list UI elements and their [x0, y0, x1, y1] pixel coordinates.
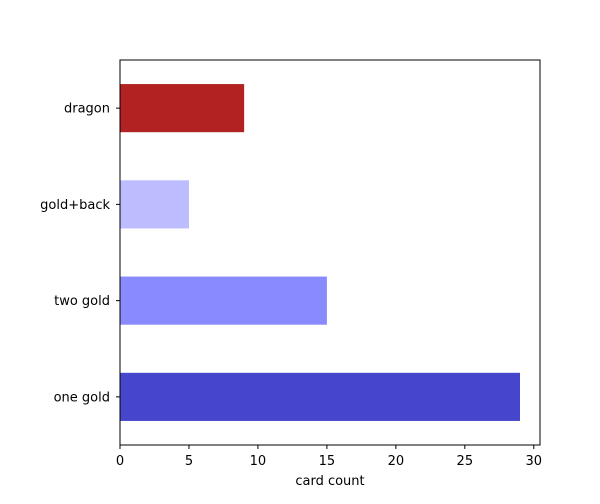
- bar-one-gold: [120, 372, 520, 421]
- y-axis: one gold two gold gold+back dragon: [40, 102, 120, 405]
- y-tick-label: one gold: [54, 390, 110, 405]
- y-tick-label: dragon: [64, 102, 110, 117]
- bar-dragon: [120, 84, 245, 133]
- x-tick-label: 5: [185, 454, 193, 469]
- bar-gold-back: [120, 180, 189, 229]
- x-tick-label: 0: [116, 454, 124, 469]
- x-tick-label: 25: [457, 454, 474, 469]
- bars-layer: [120, 84, 520, 421]
- plot-frame: [119, 59, 541, 446]
- y-tick-label: two gold: [54, 294, 110, 309]
- bar-two-gold: [120, 276, 327, 325]
- x-axis: 0 5 10 15 20 25 30: [116, 445, 542, 469]
- x-tick-label: 30: [526, 454, 543, 469]
- x-axis-label: card count: [295, 474, 364, 489]
- x-tick-label: 10: [250, 454, 267, 469]
- y-tick-label: gold+back: [40, 198, 110, 213]
- x-tick-label: 20: [388, 454, 405, 469]
- x-tick-label: 15: [319, 454, 336, 469]
